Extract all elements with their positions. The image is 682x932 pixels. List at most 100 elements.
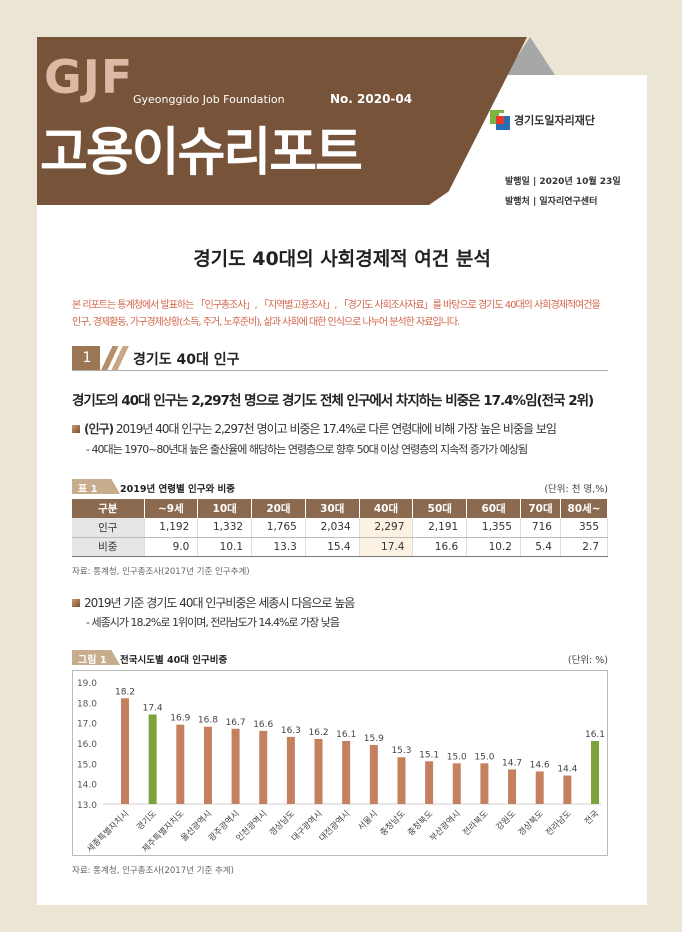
table-header: 10대	[197, 499, 253, 518]
x-tick-label: 충청남도	[378, 809, 407, 838]
bar	[563, 775, 572, 804]
publisher: 발행처 | 일자리연구센터	[505, 197, 598, 207]
bar	[121, 698, 129, 804]
data-label: 16.7	[226, 718, 246, 728]
figure-source: 자료: 통계청, 인구총조사(2017년 기준 추계)	[72, 866, 234, 876]
table-header: 20대	[251, 499, 306, 518]
bar	[480, 763, 489, 804]
table-header: 40대	[359, 499, 414, 518]
data-label: 16.8	[198, 716, 218, 726]
data-label: 14.4	[557, 765, 577, 775]
bar	[452, 763, 461, 804]
bar	[314, 738, 323, 804]
bullet-1-sub: - 40대는 1970~80년대 높은 출산율에 해당하는 연령층으로 향후 5…	[86, 443, 528, 456]
data-label: 16.2	[309, 728, 329, 738]
data-label: 18.2	[115, 687, 135, 697]
x-tick-label: 서울시	[356, 809, 380, 833]
data-label: 15.1	[419, 750, 439, 760]
table-header: ~9세	[144, 499, 199, 518]
data-label: 14.6	[530, 760, 550, 770]
intro-line-2: 인구, 경제활동, 가구경제상황(소득, 주거, 노후준비), 삶과 사회에 대…	[72, 317, 460, 328]
data-label: 15.0	[447, 752, 467, 762]
table-cell: 5.4	[520, 537, 561, 557]
data-label: 14.7	[502, 758, 522, 768]
section-number: 1	[72, 346, 102, 370]
data-label: 17.4	[143, 704, 163, 714]
table-unit: (단위: 천 명,%)	[544, 484, 608, 495]
brand-logo: GJF	[44, 50, 134, 104]
bullet-1-tag: (인구)	[84, 422, 114, 436]
bullet-square-icon	[72, 599, 80, 607]
table-source: 자료: 통계청, 인구총조사(2017년 기준 인구추계)	[72, 567, 250, 577]
brand-subtitle: Gyeonggido Job Foundation	[133, 93, 285, 106]
table-header-row: 구분 ~9세 10대 20대 30대 40대 50대 60대 70대 80세~	[72, 499, 609, 518]
bar	[231, 728, 240, 804]
x-tick-label: 강원도	[494, 808, 518, 832]
table-header: 70대	[520, 499, 561, 518]
bullet-2: 2019년 기준 경기도 40대 인구비중은 세종시 다음으로 높음	[72, 594, 355, 611]
x-tick-label: 전라북도	[461, 808, 491, 838]
page	[37, 75, 647, 905]
table-cell: 15.4	[305, 537, 360, 557]
y-tick-label: 14.0	[77, 781, 97, 791]
data-label: 15.9	[364, 734, 384, 744]
table-row: 인구 1,192 1,332 1,765 2,034 2,297 2,191 1…	[72, 518, 609, 538]
figure-unit: (단위: %)	[567, 655, 608, 666]
bar	[203, 726, 212, 804]
bullet-1-text: 2019년 40대 인구는 2,297천 명이고 비중은 17.4%로 다른 연…	[113, 422, 557, 436]
table-cell: 1,332	[197, 518, 253, 538]
table-cell: 1,355	[466, 518, 521, 538]
table-header: 80세~	[560, 499, 609, 518]
org-logo-text: 경기도일자리재단	[514, 114, 595, 127]
bullet-square-icon	[72, 425, 80, 433]
x-tick-label: 세종특별자치시	[85, 808, 131, 854]
row-header: 비중	[72, 537, 145, 557]
figure-title: 전국시도별 40대 인구비중	[120, 655, 228, 666]
bullet-2-text: 2019년 기준 경기도 40대 인구비중은 세종시 다음으로 높음	[84, 596, 355, 610]
headline: 경기도의 40대 인구는 2,297천 명으로 경기도 전체 인구에서 차지하는…	[72, 393, 594, 409]
data-label: 16.3	[281, 726, 301, 736]
data-label: 15.0	[474, 752, 494, 762]
org-logo: 경기도일자리재단	[490, 110, 595, 130]
table-cell: 2,191	[412, 518, 468, 538]
figure-tag: 그림 1	[72, 650, 120, 665]
bar-chart-svg: 13.0 14.0 15.0 16.0 17.0 18.0 19.0 18.2 세종특별자치시 1…	[77, 679, 605, 855]
issue-number: No. 2020-04	[330, 92, 413, 106]
table-cell-highlight: 2,297	[359, 518, 414, 538]
data-label: 16.1	[336, 730, 356, 740]
org-logo-icon	[490, 110, 510, 130]
data-label: 16.9	[170, 714, 190, 724]
data-label: 15.3	[391, 746, 411, 756]
table-cell: 716	[520, 518, 561, 538]
section-title: 경기도 40대 인구	[133, 352, 240, 368]
data-label: 16.1	[585, 730, 605, 740]
x-tick-label: 경기도	[134, 808, 158, 832]
x-tick-label: 전국	[582, 808, 601, 827]
y-tick-label: 19.0	[77, 679, 97, 689]
table-cell: 9.0	[144, 537, 199, 557]
table-header: 구분	[72, 499, 145, 518]
y-tick-label: 16.0	[77, 740, 97, 750]
section-decoration	[100, 346, 130, 370]
table-cell-highlight: 17.4	[359, 537, 414, 557]
table-cell: 2,034	[305, 518, 360, 538]
section-divider	[72, 370, 608, 371]
table-cell: 13.3	[251, 537, 306, 557]
bar	[148, 714, 157, 804]
table-cell: 10.1	[197, 537, 253, 557]
table-header: 30대	[305, 499, 360, 518]
y-tick-label: 17.0	[77, 720, 97, 730]
table-title: 2019년 연령별 인구와 비중	[120, 484, 236, 495]
bar	[397, 757, 406, 804]
y-tick-label: 13.0	[77, 801, 97, 811]
bar	[259, 730, 268, 804]
bar-chart: 13.0 14.0 15.0 16.0 17.0 18.0 19.0 18.2 세종특별자치시 1…	[72, 670, 608, 856]
series-title: 고용이슈리포트	[40, 123, 363, 183]
issue-date: 발행일 | 2020년 10월 23일	[505, 177, 621, 187]
bar	[425, 761, 434, 804]
data-label: 16.6	[253, 720, 273, 730]
population-table: 구분 ~9세 10대 20대 30대 40대 50대 60대 70대 80세~ …	[72, 499, 609, 557]
intro-line-1: 본 리포트는 통계청에서 발표하는 「인구총조사」, 「지역별고용조사」, 「경…	[72, 300, 601, 311]
y-tick-label: 18.0	[77, 699, 97, 709]
table-cell: 2.7	[560, 537, 609, 557]
